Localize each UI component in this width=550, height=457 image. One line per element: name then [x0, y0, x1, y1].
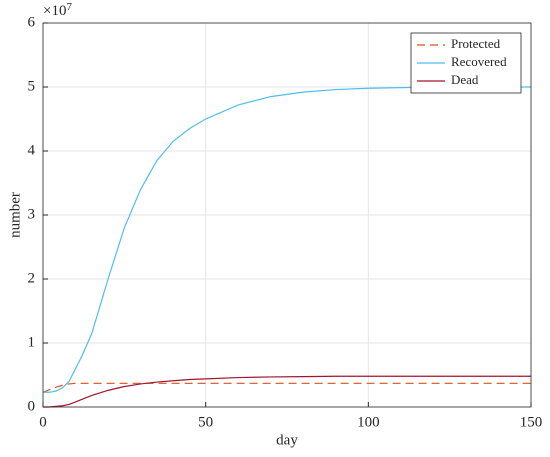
legend-label: Recovered	[451, 54, 507, 69]
y-tick-label: 4	[28, 142, 36, 158]
y-tick-label: 5	[28, 78, 36, 94]
axes-box	[42, 22, 532, 408]
y-tick-label: 6	[28, 14, 36, 30]
y-multiplier-exponent: 7	[66, 1, 72, 13]
legend-label: Protected	[451, 36, 501, 51]
data-line	[42, 382, 531, 393]
y-multiplier: ×107	[43, 1, 72, 20]
x-tick-label: 50	[198, 414, 213, 430]
y-tick-label: 0	[28, 398, 36, 414]
data-line	[43, 375, 531, 408]
x-tick-label: 0	[39, 414, 47, 430]
legend-label: Dead	[451, 72, 479, 87]
x-tick-label: 150	[520, 414, 543, 430]
y-tick-label: 2	[28, 270, 36, 286]
y-tick-label: 3	[28, 206, 36, 222]
data-line	[43, 86, 531, 393]
y-axis-label: number	[7, 192, 23, 238]
x-tick-label: 100	[357, 414, 380, 430]
y-multiplier-base: ×10	[43, 3, 66, 19]
y-tick-label: 1	[28, 334, 36, 350]
x-axis-label: day	[276, 432, 298, 448]
